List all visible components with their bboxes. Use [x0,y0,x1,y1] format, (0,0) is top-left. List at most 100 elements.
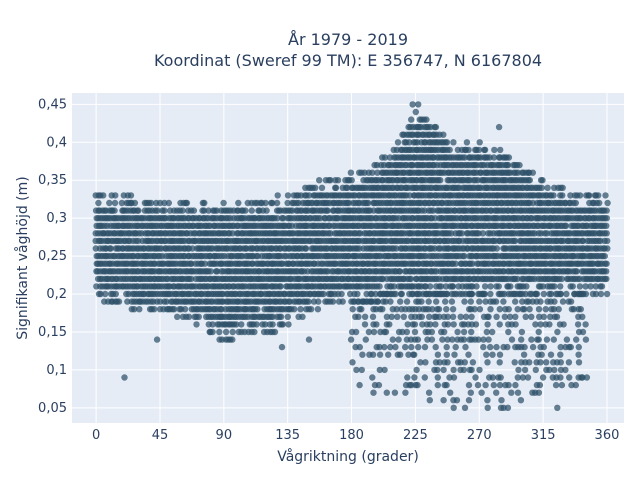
data-point [538,184,545,191]
data-point [550,192,557,199]
data-point [406,139,413,146]
data-point [369,169,376,176]
data-point [446,146,453,154]
data-point [514,389,522,396]
data-point [121,374,128,381]
data-point [467,298,474,305]
data-point [572,381,579,389]
data-point [416,290,423,298]
data-point [174,313,181,320]
data-point [348,177,355,184]
data-point [365,328,373,336]
data-point [475,336,482,343]
data-point [383,389,390,396]
data-point [474,381,482,389]
data-point [95,199,102,207]
data-point [579,290,586,298]
data-point [440,397,447,404]
data-point [375,381,383,389]
data-point [426,313,433,320]
data-point [560,321,567,328]
data-point [452,343,459,351]
data-point [411,328,419,336]
data-point [542,306,549,313]
data-point [603,268,610,275]
x-tick-label: 0 [92,428,100,443]
data-point [472,374,479,381]
data-point [449,306,457,313]
data-point [425,389,433,396]
data-point [601,252,608,260]
data-point [359,351,366,358]
data-point [505,161,512,169]
data-point [386,321,393,328]
data-point [414,336,422,343]
data-point [201,260,208,267]
data-point [512,313,519,320]
data-point [519,298,526,305]
data-point [354,290,361,298]
data-point [512,237,519,245]
data-point [111,199,119,207]
data-point [535,306,543,313]
data-point [432,343,439,351]
data-point [551,298,558,305]
data-point [171,306,178,313]
data-point [604,237,611,245]
data-point [539,374,547,381]
data-point [450,321,457,328]
data-point [573,268,580,275]
data-point [376,366,383,374]
data-point [274,215,281,222]
data-point [567,298,575,305]
data-point [587,283,594,290]
data-point [540,313,547,320]
data-point [400,313,407,320]
chart-title-line1: År 1979 - 2019 [288,30,408,49]
data-point [518,328,526,336]
data-point [592,283,599,290]
data-point [399,328,406,336]
data-point [376,343,383,351]
data-point [444,336,451,343]
data-point [539,177,546,184]
data-point [512,298,519,305]
data-point [461,252,468,260]
data-point [376,351,384,358]
data-point [519,374,527,381]
data-point [389,336,396,343]
data-point [387,343,394,351]
data-point [362,336,369,343]
data-point [480,343,487,351]
data-point [305,336,313,343]
data-point [352,328,360,336]
data-point [548,290,555,298]
data-point [562,222,570,229]
data-point [124,298,131,305]
data-point [557,374,564,381]
x-tick-label: 90 [216,428,233,443]
data-point [427,321,434,328]
data-point [550,306,558,313]
data-point [559,298,567,305]
data-point [356,381,363,389]
data-point [97,290,104,298]
data-point [379,306,386,313]
data-point [468,313,475,320]
x-axis-ticks: 0 45 90 135 180 225 270 315 360 [92,428,619,443]
data-point [514,275,521,283]
data-point [305,298,312,305]
data-point [538,351,545,358]
data-point [528,336,535,343]
data-point [557,359,564,366]
data-point [603,207,610,214]
data-point [358,306,365,313]
data-point [111,207,118,214]
data-point [338,290,345,298]
data-point [496,306,503,313]
data-point [316,177,323,184]
data-point [602,192,609,199]
data-point [484,397,491,404]
data-point [396,268,404,275]
data-point [567,192,574,199]
